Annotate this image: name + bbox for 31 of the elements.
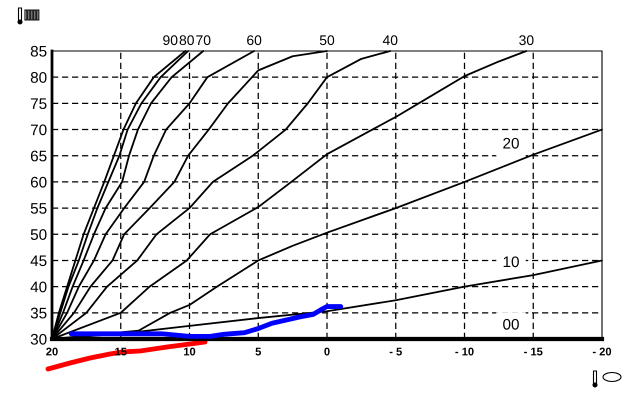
y-tick-label: 75 — [30, 98, 46, 110]
y-tick-label: 60 — [30, 176, 47, 188]
y-tick-label: 30 — [30, 334, 47, 345]
x-tick-label: 20 — [46, 348, 58, 356]
x-tick-label: 0 — [324, 348, 330, 356]
series-label: 80 — [180, 35, 194, 46]
series-label: 70 — [196, 35, 210, 46]
x-tick-label: 15 — [115, 348, 127, 356]
series-label: 60 — [247, 35, 262, 46]
series-label: 20 — [503, 138, 519, 149]
y-tick-label: 40 — [30, 282, 47, 292]
series-label: 30 — [519, 35, 534, 46]
x-tick-label: - 5 — [390, 348, 402, 356]
y-tick-label: 85 — [30, 46, 46, 57]
x-tick-label: - 10 — [455, 348, 474, 356]
series-label: 50 — [320, 35, 334, 46]
x-tick-label: 10 — [184, 348, 196, 356]
series-label: 10 — [504, 256, 519, 268]
x-tick-label: 5 — [256, 348, 262, 356]
y-tick-label: 55 — [30, 203, 46, 214]
series-label: 40 — [382, 35, 398, 46]
x-tick-label: - 20 — [592, 348, 612, 356]
y-tick-label: 50 — [30, 229, 47, 240]
x-tick-label: - 15 — [524, 348, 543, 356]
y-tick-label: 45 — [30, 255, 46, 266]
y-tick-label: 35 — [30, 308, 46, 319]
y-tick-label: 80 — [30, 72, 47, 83]
y-tick-label: 65 — [30, 150, 46, 162]
y-tick-label: 70 — [30, 124, 47, 136]
series-label: 00 — [503, 318, 519, 330]
series-label: 90 — [163, 35, 178, 46]
